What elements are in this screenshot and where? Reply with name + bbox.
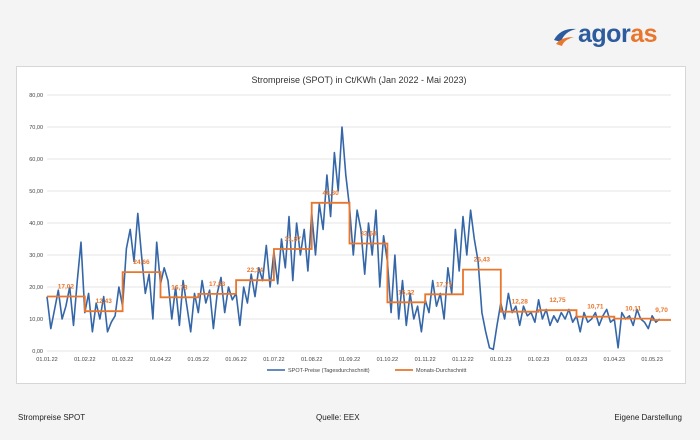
data-label: 10,71 xyxy=(587,304,604,311)
y-tick-label: 60,00 xyxy=(29,157,43,163)
x-tick-label: 01.02.23 xyxy=(528,357,549,363)
y-tick-label: 20,00 xyxy=(29,285,43,291)
footer-right: Eigene Darstellung xyxy=(614,413,682,422)
data-label: 9,70 xyxy=(655,307,668,314)
y-tick-label: 70,00 xyxy=(29,125,43,131)
y-tick-label: 30,00 xyxy=(29,253,43,259)
legend-label-monthly: Monats-Durchschnitt xyxy=(416,368,467,374)
data-label: 31,87 xyxy=(285,236,302,243)
x-tick-label: 01.03.23 xyxy=(566,357,587,363)
x-tick-label: 01.09.22 xyxy=(339,357,360,363)
data-label: 17,71 xyxy=(436,281,453,288)
data-label: 33,58 xyxy=(360,231,377,238)
data-label: 22,14 xyxy=(247,267,264,274)
logo-wordmark: agoras xyxy=(578,20,657,49)
x-tick-label: 01.11.22 xyxy=(415,357,436,363)
data-label: 12,28 xyxy=(512,299,529,306)
legend-label-spot: SPOT-Preise (Tagesdurchschnitt) xyxy=(288,368,370,374)
x-tick-label: 01.04.23 xyxy=(604,357,625,363)
chart-title: Strompreise (SPOT) in Ct/KWh (Jan 2022 -… xyxy=(251,75,466,85)
y-tick-label: 80,00 xyxy=(29,93,43,99)
x-tick-label: 01.03.22 xyxy=(112,357,133,363)
x-tick-label: 01.04.22 xyxy=(150,357,171,363)
x-tick-label: 01.10.22 xyxy=(377,357,398,363)
agoras-logo: agoras xyxy=(552,16,692,56)
logo-arrow-icon xyxy=(554,28,576,46)
y-tick-label: 50,00 xyxy=(29,189,43,195)
data-label: 25,43 xyxy=(474,257,491,264)
data-label: 12,43 xyxy=(96,298,113,305)
footer-center: Quelle: EEX xyxy=(316,413,360,422)
series-monthly-average-line xyxy=(47,201,671,321)
data-label: 10,11 xyxy=(625,306,641,313)
series-spot-line xyxy=(46,126,661,351)
y-tick-label: 0,00 xyxy=(32,349,43,355)
logo-part-2: as xyxy=(630,20,657,48)
footer-left: Strompreise SPOT xyxy=(18,413,86,422)
x-tick-label: 01.02.22 xyxy=(74,357,95,363)
chart-svg: Strompreise (SPOT) in Ct/KWh (Jan 2022 -… xyxy=(29,75,671,374)
y-tick-label: 40,00 xyxy=(29,221,43,227)
data-label: 46,30 xyxy=(322,190,339,197)
x-tick-label: 01.06.22 xyxy=(225,357,246,363)
data-label: 17,83 xyxy=(209,281,226,288)
logo-part-1: agor xyxy=(578,20,631,48)
data-label: 24,66 xyxy=(133,259,150,266)
x-tick-label: 01.05.23 xyxy=(641,357,662,363)
x-tick-label: 01.12.22 xyxy=(452,357,473,363)
data-label: 12,75 xyxy=(549,297,566,304)
y-tick-label: 10,00 xyxy=(29,317,43,323)
x-tick-label: 01.01.22 xyxy=(36,357,57,363)
data-label: 16,78 xyxy=(171,284,188,291)
x-tick-label: 01.07.22 xyxy=(263,357,284,363)
data-label: 15,22 xyxy=(398,289,415,296)
x-tick-label: 01.01.23 xyxy=(490,357,511,363)
x-tick-label: 01.05.22 xyxy=(188,357,209,363)
chart-card: Strompreise (SPOT) in Ct/KWh (Jan 2022 -… xyxy=(16,66,686,384)
x-tick-label: 01.08.22 xyxy=(301,357,322,363)
data-label: 17,02 xyxy=(58,284,75,291)
